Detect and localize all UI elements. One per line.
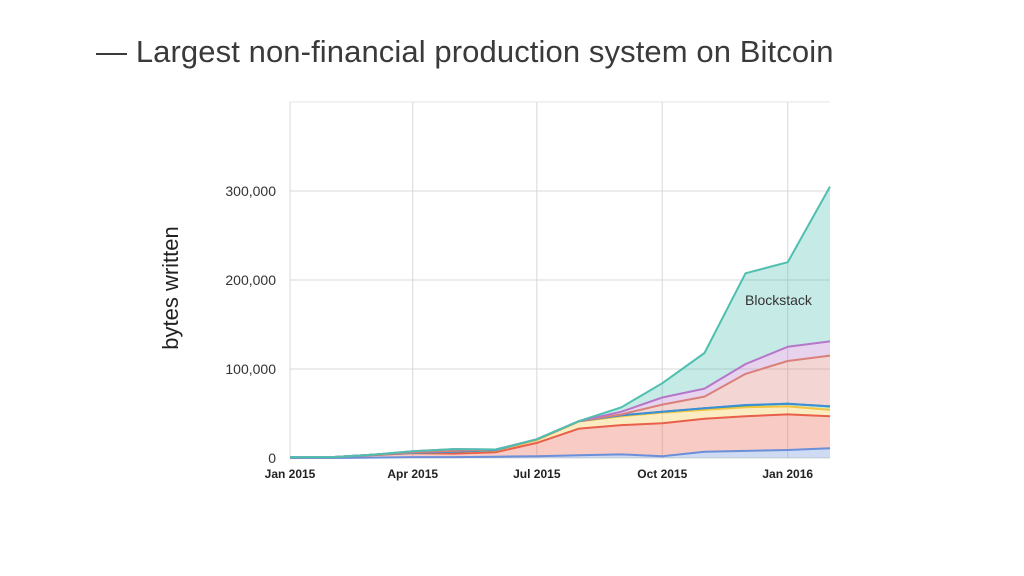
annotation-blockstack: Blockstack — [745, 292, 813, 308]
x-tick-label: Apr 2015 — [387, 467, 438, 481]
area-series-7 — [290, 341, 830, 458]
y-tick-label: 100,000 — [225, 361, 276, 377]
areas-layer — [290, 186, 830, 458]
slide-title: — Largest non-financial production syste… — [96, 34, 834, 69]
y-tick-label: 200,000 — [225, 272, 276, 288]
y-tick-label: 0 — [268, 450, 276, 466]
y-tick-label: 300,000 — [225, 183, 276, 199]
axis-labels-layer: 0 100,000 200,000 300,000 Jan 2015 Apr 2015 Ju… — [225, 183, 813, 481]
x-tick-label: Jan 2015 — [265, 467, 316, 481]
grid-layer — [289, 101, 830, 459]
line-series-1 — [290, 447, 831, 459]
x-tick-label: Jan 2016 — [762, 467, 813, 481]
x-tick-label: Oct 2015 — [637, 467, 687, 481]
area-series-8 — [290, 186, 830, 458]
line-series-8 — [290, 186, 831, 459]
lines-layer — [290, 186, 831, 459]
y-axis-label: bytes written — [158, 226, 183, 350]
x-tick-label: Jul 2015 — [513, 467, 561, 481]
area-series-1 — [290, 448, 830, 458]
area-series-2 — [290, 414, 830, 458]
